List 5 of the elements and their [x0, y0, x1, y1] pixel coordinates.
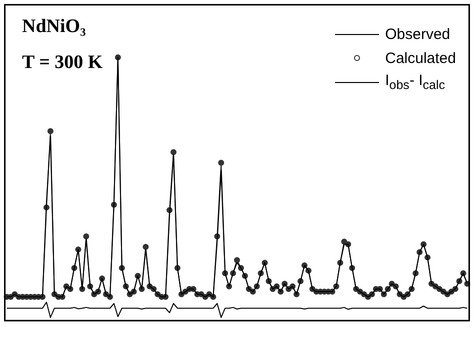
legend-label: I$_{obs}$- I$_{calc}$: [385, 72, 446, 92]
chart-subtitle: T = 300 K: [22, 52, 103, 74]
chart-title: NdNiO₃: [22, 16, 87, 38]
legend-label: Observed: [385, 26, 450, 42]
legend-label: Calculated: [385, 50, 456, 66]
